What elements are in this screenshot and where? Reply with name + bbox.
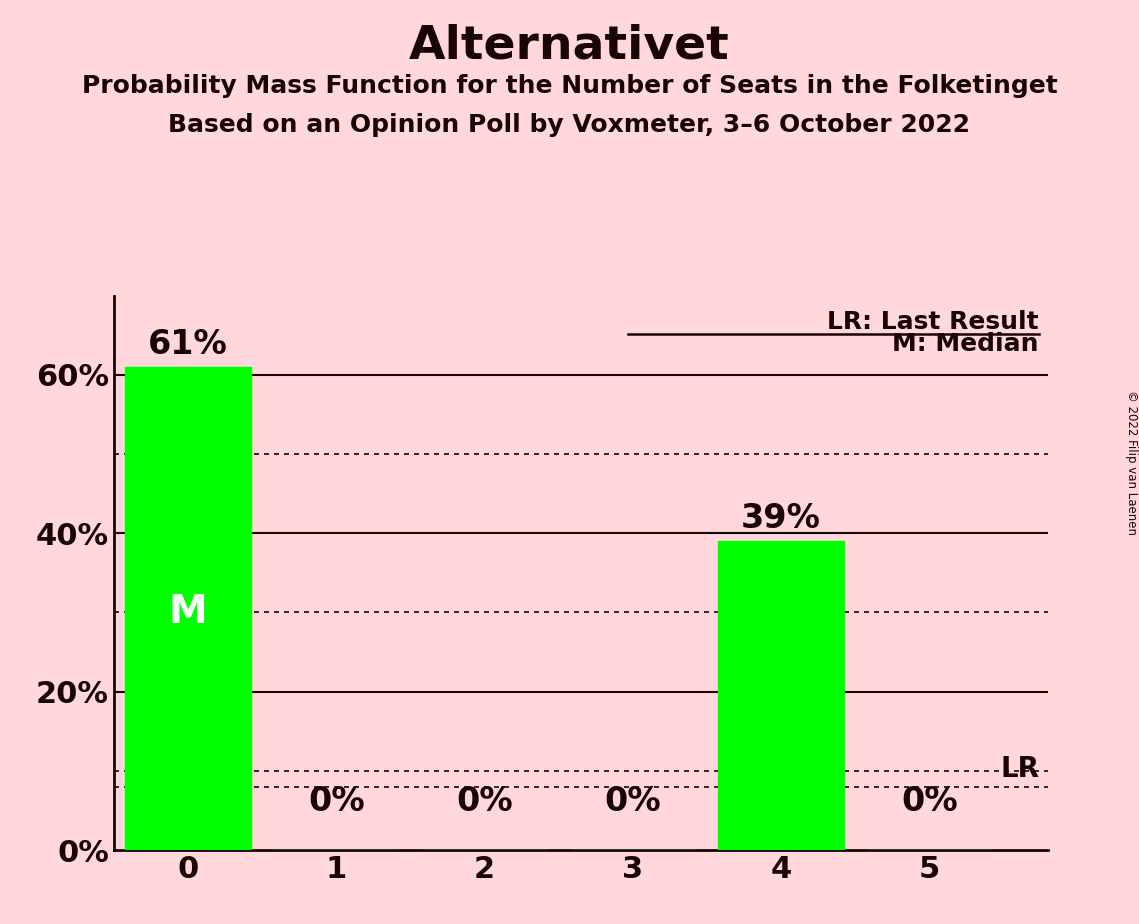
Text: 0%: 0% — [901, 785, 958, 819]
Text: M: M — [169, 593, 207, 631]
Text: 0%: 0% — [308, 785, 364, 819]
Text: M: Median: M: Median — [892, 332, 1039, 356]
Text: 39%: 39% — [741, 502, 821, 535]
Bar — [718, 541, 844, 850]
Text: 0%: 0% — [605, 785, 661, 819]
Text: 61%: 61% — [148, 328, 228, 360]
Text: LR: Last Result: LR: Last Result — [827, 310, 1039, 334]
Text: © 2022 Filip van Laenen: © 2022 Filip van Laenen — [1124, 390, 1138, 534]
Text: 0%: 0% — [457, 785, 513, 819]
Text: LR: LR — [1000, 755, 1040, 783]
Text: Probability Mass Function for the Number of Seats in the Folketinget: Probability Mass Function for the Number… — [82, 74, 1057, 98]
Bar — [125, 367, 251, 850]
Text: Alternativet: Alternativet — [409, 23, 730, 68]
Text: Based on an Opinion Poll by Voxmeter, 3–6 October 2022: Based on an Opinion Poll by Voxmeter, 3–… — [169, 113, 970, 137]
